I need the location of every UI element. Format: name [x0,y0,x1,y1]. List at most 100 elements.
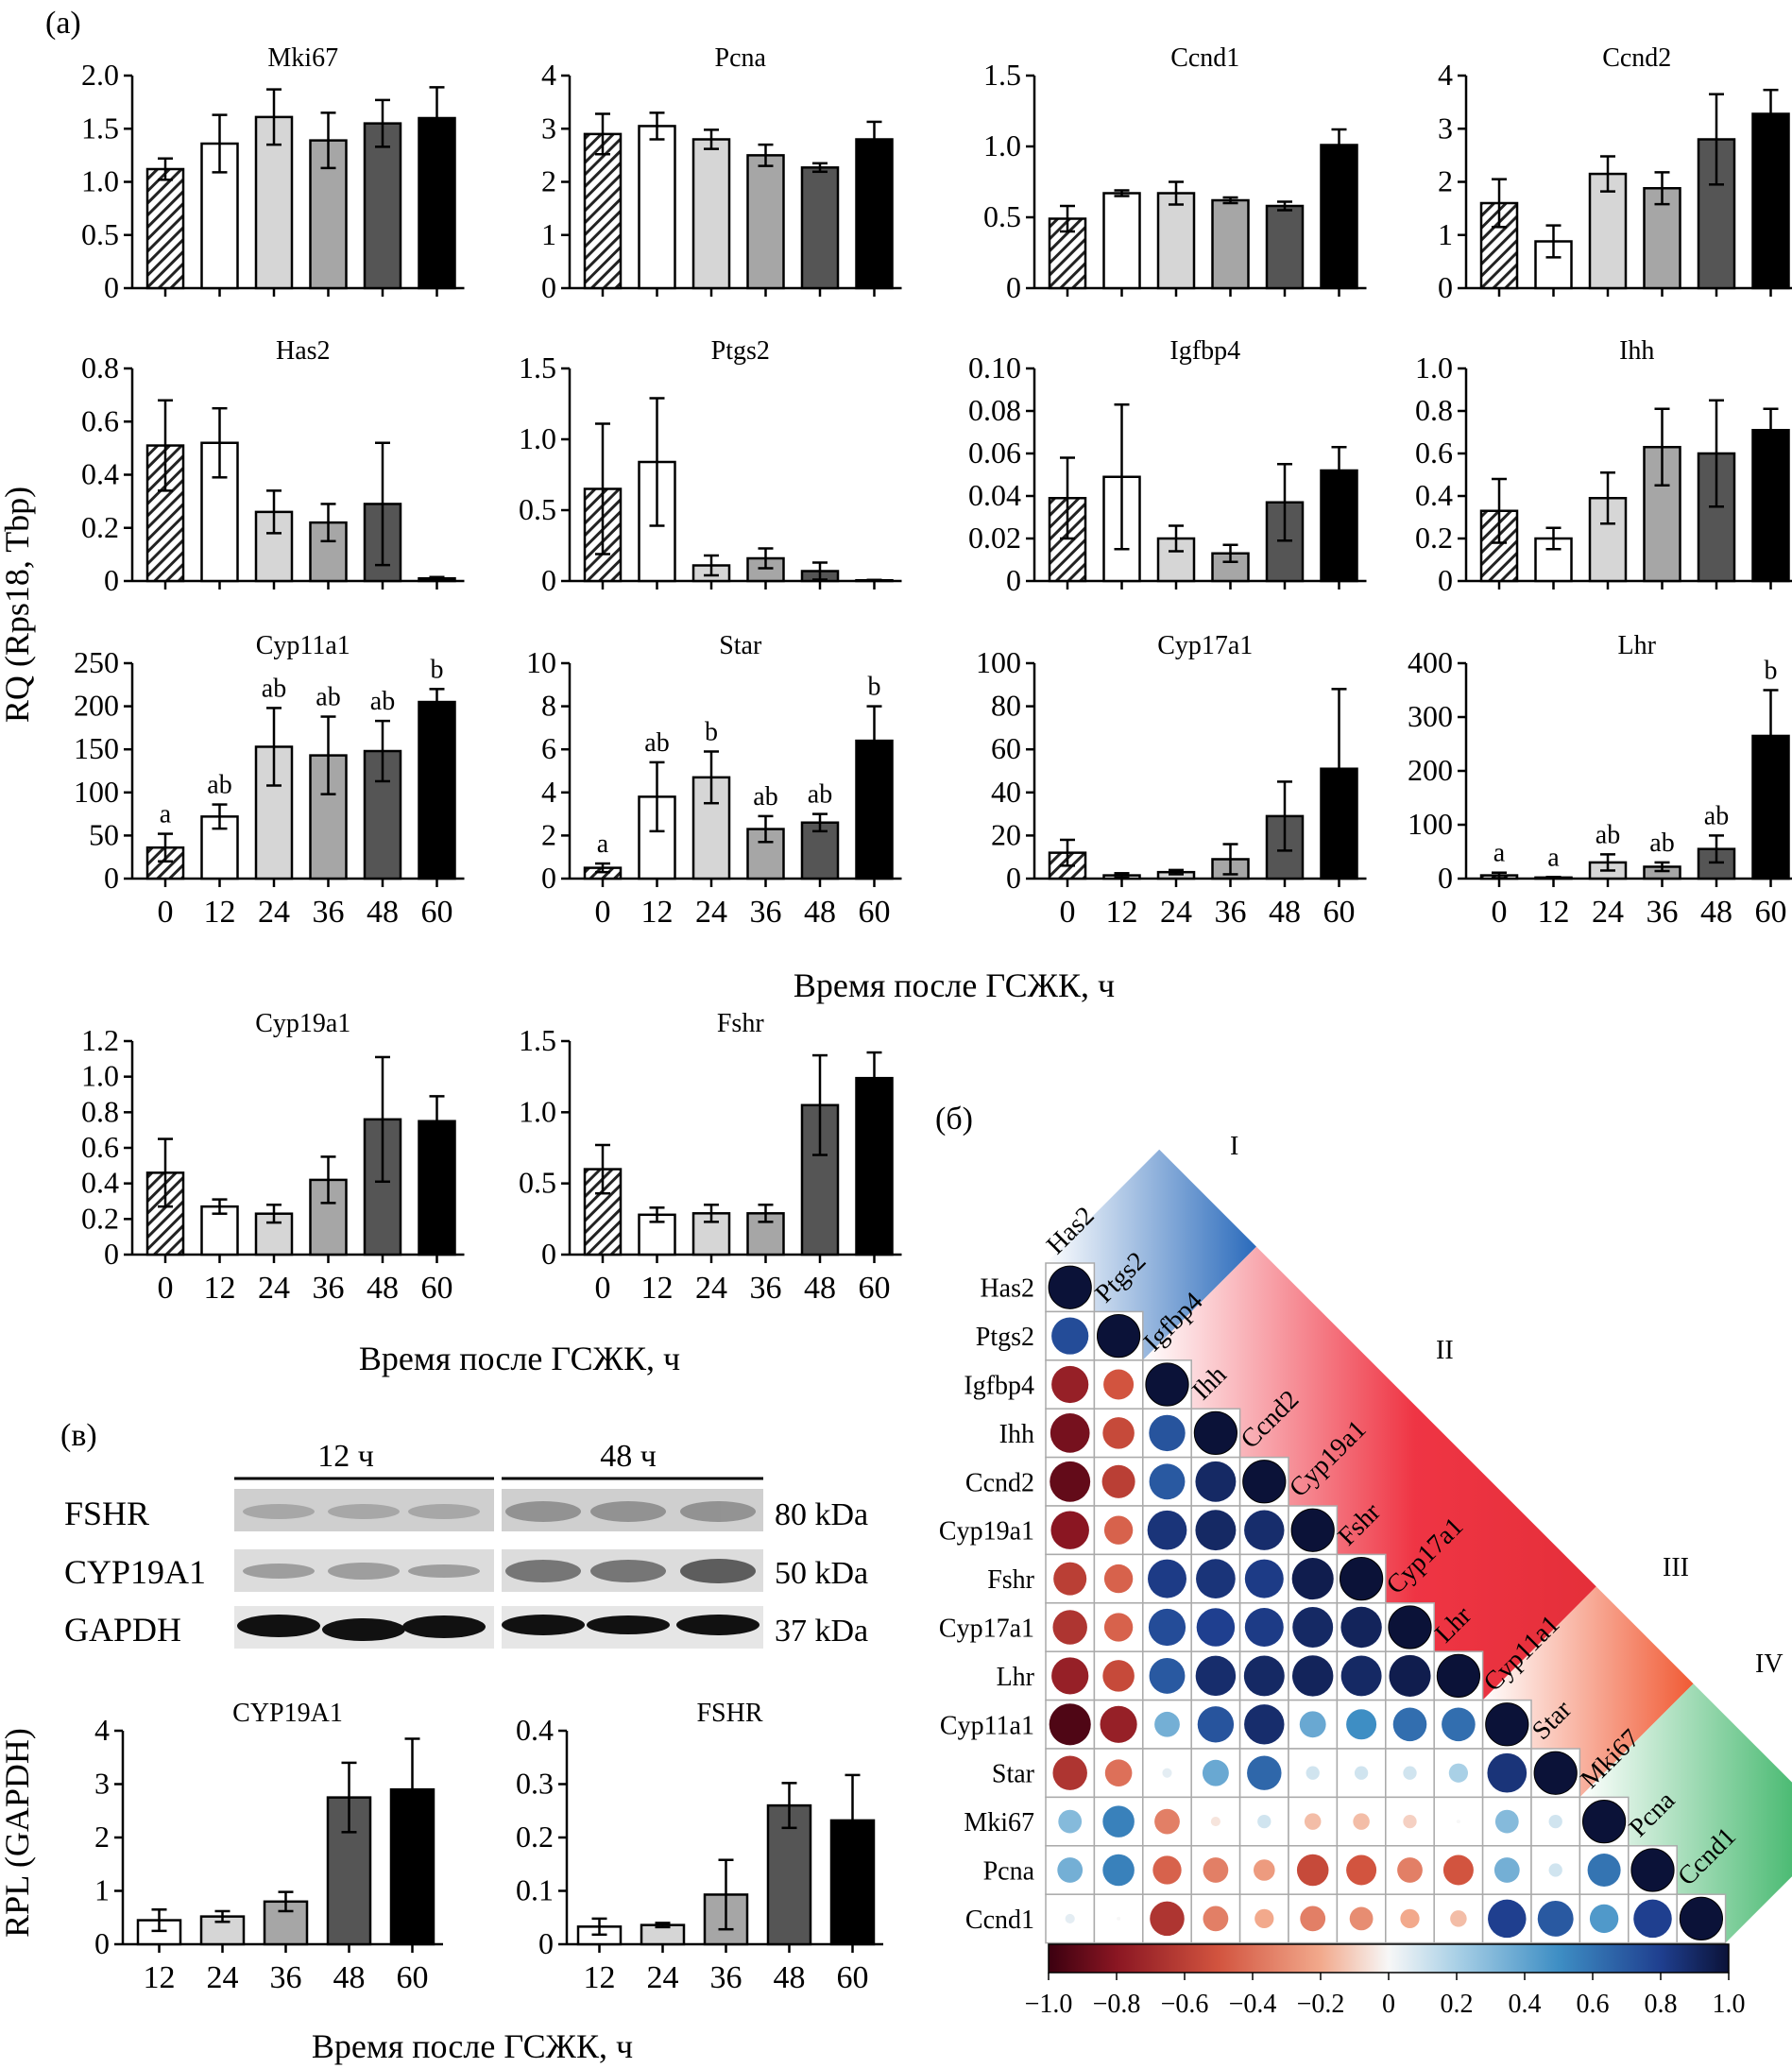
heatmap-circle [1548,1814,1562,1829]
heatmap-circle [1494,1809,1519,1834]
blot-row-label-gapdh: GAPDH [64,1611,181,1649]
heatmap-circle [1058,1809,1083,1834]
y-tick-label: 4 [541,58,556,92]
y-tick-label: 80 [991,689,1021,723]
heatmap-circle [1292,1655,1334,1697]
correlation-heatmap: IIIIIIIVHas2Has2Ptgs2Ptgs2Igfbp4Igfbp4Ih… [939,1132,1792,2019]
y-tick-label: 0.2 [516,1820,554,1854]
heatmap-circle [1150,1901,1185,1937]
y-tick-label: 0 [541,563,556,597]
heatmap-circle [1210,1817,1220,1827]
y-tick-label: 20 [991,817,1021,851]
cluster-label: II [1436,1336,1454,1365]
y-tick-label: 200 [74,689,119,723]
y-tick-label: 0.1 [516,1873,554,1907]
chart-title: Star [719,631,762,660]
heatmap-circle [1096,1313,1141,1359]
y-tick-label: 10 [526,645,556,679]
heatmap-circle [1633,1899,1672,1939]
heatmap-circle [1589,1904,1619,1934]
heatmap-circle [1193,1410,1238,1456]
bar [1211,198,1250,290]
y-tick-label: 1.5 [81,111,119,145]
x-tick-label: 12 [584,1960,616,1995]
heatmap-circle [1244,1559,1284,1598]
heatmap-circle [1354,1766,1369,1780]
significance-letter: ab [316,683,340,712]
heatmap-circle [1389,1654,1431,1697]
chart-title: Mki67 [267,43,338,73]
significance-letter: b [431,655,444,684]
chart-ptgs2: 0 0.5 1.0 1.5 Ptgs2 [519,336,902,597]
y-tick-label: 0.4 [1415,478,1453,512]
y-tick-label: 4 [541,775,556,809]
x-tick-label: 0 [1492,895,1508,930]
blot-bands-gapdh [237,1615,759,1641]
y-tick-label: 0.02 [968,521,1021,555]
x-axis-label-row4: Время после ГСЖК, ч [359,1340,680,1377]
bar [363,122,402,290]
heatmap-circle [1242,1460,1287,1504]
x-tick-label: 0 [158,1271,174,1306]
y-tick-label: 200 [1408,753,1453,787]
y-tick-label: 0.5 [519,1166,556,1200]
heatmap-circle [1442,1707,1476,1742]
x-tick-label: 12 [204,895,236,930]
x-axis-label-blot: Время после ГСЖК, ч [312,2027,633,2065]
y-tick-label: 0 [541,861,556,895]
chart-title: Pcna [715,43,767,73]
heatmap-circle [1197,1706,1235,1743]
heatmap-circle [1148,1559,1186,1598]
x-tick-label: 12 [641,895,674,930]
heatmap-circle [1403,1766,1417,1780]
bar [418,700,456,880]
y-tick-label: 0.8 [81,1094,119,1128]
x-tick-label: 12 [1538,895,1570,930]
y-tick-label: 400 [1408,645,1453,679]
chart-igfbp4: 0 0.02 0.04 0.06 0.08 0.10 Igfbp4 [968,336,1367,597]
heatmap-circle [1403,1814,1417,1829]
y-tick-label: 150 [74,731,119,765]
heatmap-circle [1202,1759,1229,1786]
y-tick-label: 0.10 [968,350,1021,385]
heatmap-circle [1340,1606,1382,1649]
colorbar-tick-label: −0.4 [1229,1990,1277,2019]
x-tick-label: 36 [313,1271,345,1306]
chart-lhr: 0 100 200 300 400 Lhr 0 a 12 a 24 ab 36 ab 48 ab 60 b [1408,631,1792,930]
bar [638,125,676,290]
heatmap-circle [1057,1857,1084,1883]
heatmap-circle [1290,1508,1335,1552]
heatmap-circle [1306,1766,1320,1780]
x-tick-label: 24 [1592,895,1624,930]
y-tick-label: 3 [1438,111,1453,145]
y-tick-label: 0.4 [81,457,119,491]
heatmap-circle [1048,1265,1092,1309]
x-tick-label: 0 [158,895,174,930]
heatmap-circle [1346,1709,1377,1740]
heatmap-circle [1679,1896,1724,1941]
heatmap-circle [1257,1814,1271,1829]
heatmap-row-label: Pcna [983,1857,1035,1887]
bar [1102,192,1141,290]
heatmap-circle [1053,1562,1087,1596]
colorbar-tick-label: 1.0 [1713,1990,1746,2019]
heatmap-circle [1339,1556,1384,1601]
heatmap-circle [1102,1660,1135,1692]
heatmap-circle [1102,1805,1135,1837]
x-tick-label: 36 [270,1960,302,1995]
y-tick-label: 1.0 [519,421,556,455]
y-tick-label: 4 [1438,58,1453,92]
y-tick-label: 0 [104,1237,119,1271]
blot-row-label-fshr: FSHR [64,1495,149,1532]
blot-divider [494,1489,502,1649]
bar [800,166,840,290]
heatmap-circle [1299,1711,1326,1738]
heatmap-circle [1149,1414,1186,1452]
heatmap-grid [1045,1262,1727,1944]
heatmap-circle [1103,1613,1134,1642]
panel-label-a: (а) [45,6,81,41]
cluster-band-III [1482,1586,1694,1798]
y-tick-label: 0 [104,861,119,895]
